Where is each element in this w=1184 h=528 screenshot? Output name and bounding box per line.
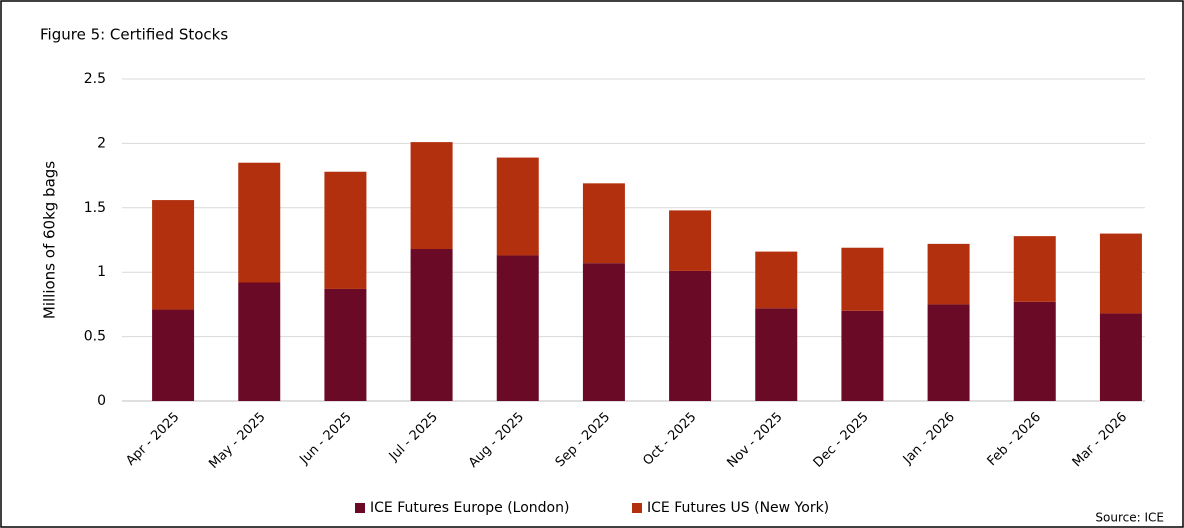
- x-tick-label: Feb - 2026: [985, 410, 1044, 469]
- bar-segment: [841, 310, 884, 401]
- bar-segment: [496, 255, 539, 401]
- y-tick-label: 1.5: [84, 200, 106, 216]
- bar-segment: [927, 304, 970, 401]
- x-tick-label: Sep - 2025: [553, 410, 613, 470]
- y-tick-label: 2: [97, 135, 106, 151]
- x-tick-label: Mar - 2026: [1070, 410, 1131, 471]
- chart-title: Figure 5: Certified Stocks: [40, 26, 228, 44]
- legend-swatch: [355, 503, 365, 513]
- y-tick-label: 0: [97, 393, 106, 409]
- source: Source: ICE: [1095, 511, 1164, 525]
- bar-segment: [755, 308, 798, 401]
- x-tick-label: Jan - 2026: [900, 410, 958, 468]
- bar-segment: [927, 243, 970, 305]
- bar-segment: [669, 210, 712, 271]
- y-tick-label: 2.5: [84, 71, 106, 87]
- bar-segment: [324, 171, 367, 289]
- bar-segment: [582, 263, 625, 401]
- x-tick-label: Apr - 2025: [123, 410, 182, 469]
- x-tick-label: May - 2025: [206, 410, 268, 472]
- x-tick-label: Dec - 2025: [811, 410, 872, 471]
- x-tick-label: Aug - 2025: [466, 410, 527, 471]
- y-axis-label: Millions of 60kg bags: [41, 161, 59, 319]
- legend-label: ICE Futures US (New York): [647, 500, 829, 516]
- bar-segment: [496, 157, 539, 256]
- bar-segment: [841, 247, 884, 311]
- bar-segment: [582, 183, 625, 264]
- bar-segment: [238, 282, 281, 401]
- legend-label: ICE Futures Europe (London): [370, 500, 569, 516]
- bar-segment: [1013, 236, 1056, 302]
- bar-segment: [669, 270, 712, 401]
- bar-segment: [152, 309, 195, 401]
- bar-segment: [755, 251, 798, 309]
- bar-segment: [324, 288, 367, 401]
- legend-swatch: [632, 503, 642, 513]
- y-tick-label: 0.5: [84, 329, 106, 345]
- bar-segment: [1099, 313, 1142, 401]
- bar-segment: [1099, 233, 1142, 314]
- y-tick-label: 1: [97, 264, 106, 280]
- bar-segment: [152, 200, 195, 310]
- x-tick-label: Nov - 2025: [724, 410, 785, 471]
- bar-segment: [410, 142, 453, 250]
- x-tick-label: Oct - 2025: [640, 410, 699, 469]
- x-tick-label: Jul - 2025: [386, 410, 441, 465]
- bar-segment: [1013, 301, 1056, 401]
- bar-segment: [238, 162, 281, 283]
- x-tick-label: Jun - 2025: [296, 410, 354, 468]
- bar-segment: [410, 249, 453, 401]
